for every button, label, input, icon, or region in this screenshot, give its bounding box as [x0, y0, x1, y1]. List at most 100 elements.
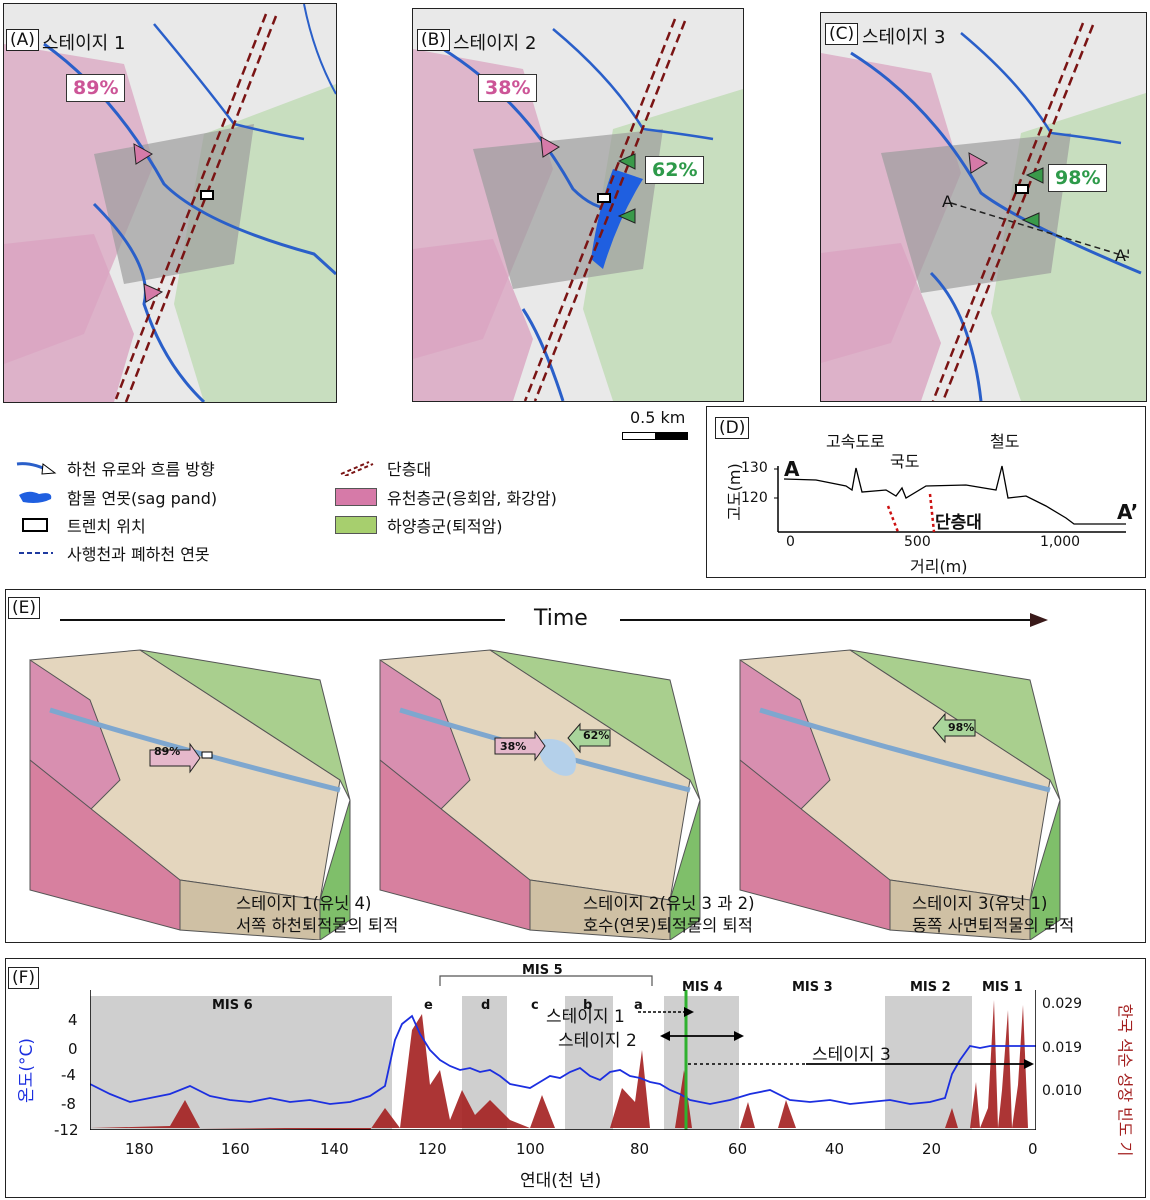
left-tick-m12: -12 — [54, 1121, 79, 1139]
profile-label: (D) — [715, 417, 750, 439]
legend-river-label: 하천 유로와 흐름 방향 — [67, 460, 215, 479]
map-stage-2 — [412, 8, 744, 402]
block1-pct: 89% — [154, 745, 181, 758]
left-tick-0: 0 — [68, 1040, 78, 1058]
stage3-arrow — [688, 1059, 1034, 1069]
mis5e-label: e — [424, 998, 433, 1013]
panel-c-label: (C) — [825, 23, 859, 45]
mis5b-label: b — [583, 998, 593, 1013]
mis6-band — [90, 996, 392, 1130]
profile-xtick-1000: 1,000 — [1040, 534, 1081, 550]
timeline-label: (F) — [8, 967, 40, 989]
speleo-axis-label: 한국 석순 성장 빈도 기 — [1115, 1003, 1135, 1157]
legend-sag-label: 함몰 연못(sag pand) — [67, 489, 218, 508]
legend-trench: 트렌치 위치 — [15, 513, 146, 537]
x-tick-120: 120 — [418, 1140, 447, 1158]
right-tick-0019: 0.019 — [1042, 1040, 1083, 1056]
mis5b-band — [565, 996, 613, 1130]
legend-yucheon-label: 유천층군(응회암, 화강암) — [387, 489, 557, 508]
x-tick-40: 40 — [825, 1140, 845, 1158]
legend-hayang: 하양층군(퇴적암) — [335, 513, 503, 537]
panel-a-pct: 89% — [66, 74, 126, 102]
left-tick-4: 4 — [68, 1011, 78, 1029]
mis5-bracket — [439, 975, 653, 986]
mis5d-label: d — [481, 998, 491, 1013]
block-diagrams — [29, 649, 1061, 940]
profile-panel — [706, 406, 1146, 578]
left-tick-m4: -4 — [61, 1066, 76, 1084]
river-flow-icon — [16, 462, 57, 475]
temp-axis-label: 온도(°C) — [16, 1038, 37, 1103]
section-a-label: A — [942, 192, 953, 211]
panel-b-pct-left: 38% — [478, 74, 538, 102]
block-diagram-panel — [5, 589, 1146, 943]
block1-caption-line1: 스테이지 1(유닛 4) — [236, 894, 372, 913]
panel-c-title: 스테이지 3 — [862, 27, 946, 48]
profile-chart — [774, 465, 1126, 533]
profile-ylabel: 고도(m) — [724, 463, 744, 521]
timeline-chart — [90, 990, 1036, 1130]
block-stage-1 — [29, 649, 351, 940]
block2-caption-line2: 호수(연못)퇴적물의 퇴적 — [583, 916, 753, 935]
x-tick-0: 0 — [1028, 1140, 1038, 1158]
profile-xtick-500: 500 — [904, 534, 931, 550]
x-tick-180: 180 — [125, 1140, 154, 1158]
fault-zone-icon — [340, 461, 374, 476]
mis4-label: MIS 4 — [682, 980, 723, 995]
profile-fault: 단층대 — [935, 513, 982, 533]
x-tick-60: 60 — [728, 1140, 748, 1158]
mis5-label: MIS 5 — [522, 963, 563, 978]
timeline-panel — [5, 958, 1146, 1198]
legend-fault-label: 단층대 — [387, 460, 432, 479]
block3-caption: 스테이지 3(유닛 1) 동쪽 사면퇴적물의 퇴적 — [912, 893, 1074, 937]
mis5c-label: c — [531, 998, 539, 1013]
legend-trench-label: 트렌치 위치 — [67, 517, 146, 536]
profile-ytick-120: 120 — [741, 490, 768, 506]
panel-a-title: 스테이지 1 — [42, 33, 126, 54]
trench-icon — [22, 518, 48, 532]
x-tick-80: 80 — [630, 1140, 650, 1158]
legend-meander-label: 사행천과 폐하천 연못 — [67, 545, 210, 564]
block2-pct-right: 62% — [583, 729, 610, 742]
profile-highway: 고속도로 — [826, 432, 885, 451]
yucheon-swatch — [335, 488, 377, 506]
right-tick-0029: 0.029 — [1042, 996, 1083, 1012]
mis4-band — [664, 996, 739, 1130]
block-stage-2 — [379, 649, 701, 940]
meander-line-icon — [19, 552, 53, 554]
block3-caption-line1: 스테이지 3(유닛 1) — [912, 894, 1048, 913]
section-a2-label: A' — [1115, 246, 1131, 265]
scalebar-label: 0.5 km — [630, 408, 686, 427]
map-stage-1 — [3, 3, 337, 403]
stage1-marker: 스테이지 1 — [546, 1007, 625, 1027]
block1-caption: 스테이지 1(유닛 4) 서쪽 하천퇴적물의 퇴적 — [236, 893, 398, 937]
map-stage-3-drawing — [821, 13, 1146, 401]
map-stage-3 — [820, 12, 1147, 402]
time-arrow — [60, 613, 1048, 627]
map-stage-1-drawing — [4, 4, 336, 402]
scalebar — [622, 432, 688, 440]
profile-end: A’ — [1117, 500, 1139, 524]
profile-road: 국도 — [890, 452, 920, 471]
time-label: Time — [534, 606, 588, 631]
mis5a-label: a — [634, 998, 643, 1013]
hayang-swatch — [335, 516, 377, 534]
profile-ytick-130: 130 — [741, 460, 768, 476]
legend-fault: 단층대 — [335, 456, 431, 480]
legend-river: 하천 유로와 흐름 방향 — [15, 456, 215, 480]
panel-b-title: 스테이지 2 — [453, 33, 537, 54]
block2-pct-left: 38% — [500, 740, 527, 753]
sag-pond-icon — [19, 491, 52, 503]
legend-hayang-label: 하양층군(퇴적암) — [387, 517, 503, 536]
stage2-arrow — [660, 1031, 744, 1041]
stage2-marker: 스테이지 2 — [558, 1031, 637, 1051]
profile-rail: 철도 — [990, 432, 1020, 451]
panel-b-label: (B) — [417, 29, 450, 51]
x-tick-20: 20 — [922, 1140, 942, 1158]
stage3-marker: 스테이지 3 — [812, 1045, 891, 1065]
x-tick-160: 160 — [221, 1140, 250, 1158]
x-tick-100: 100 — [516, 1140, 545, 1158]
block-label: (E) — [8, 597, 41, 619]
legend-sag: 함몰 연못(sag pand) — [15, 485, 217, 509]
block3-pct: 98% — [948, 721, 975, 734]
